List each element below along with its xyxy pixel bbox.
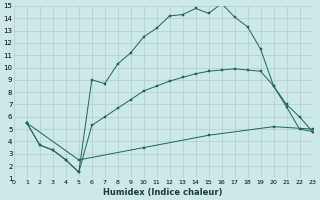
X-axis label: Humidex (Indice chaleur): Humidex (Indice chaleur) bbox=[103, 188, 223, 197]
